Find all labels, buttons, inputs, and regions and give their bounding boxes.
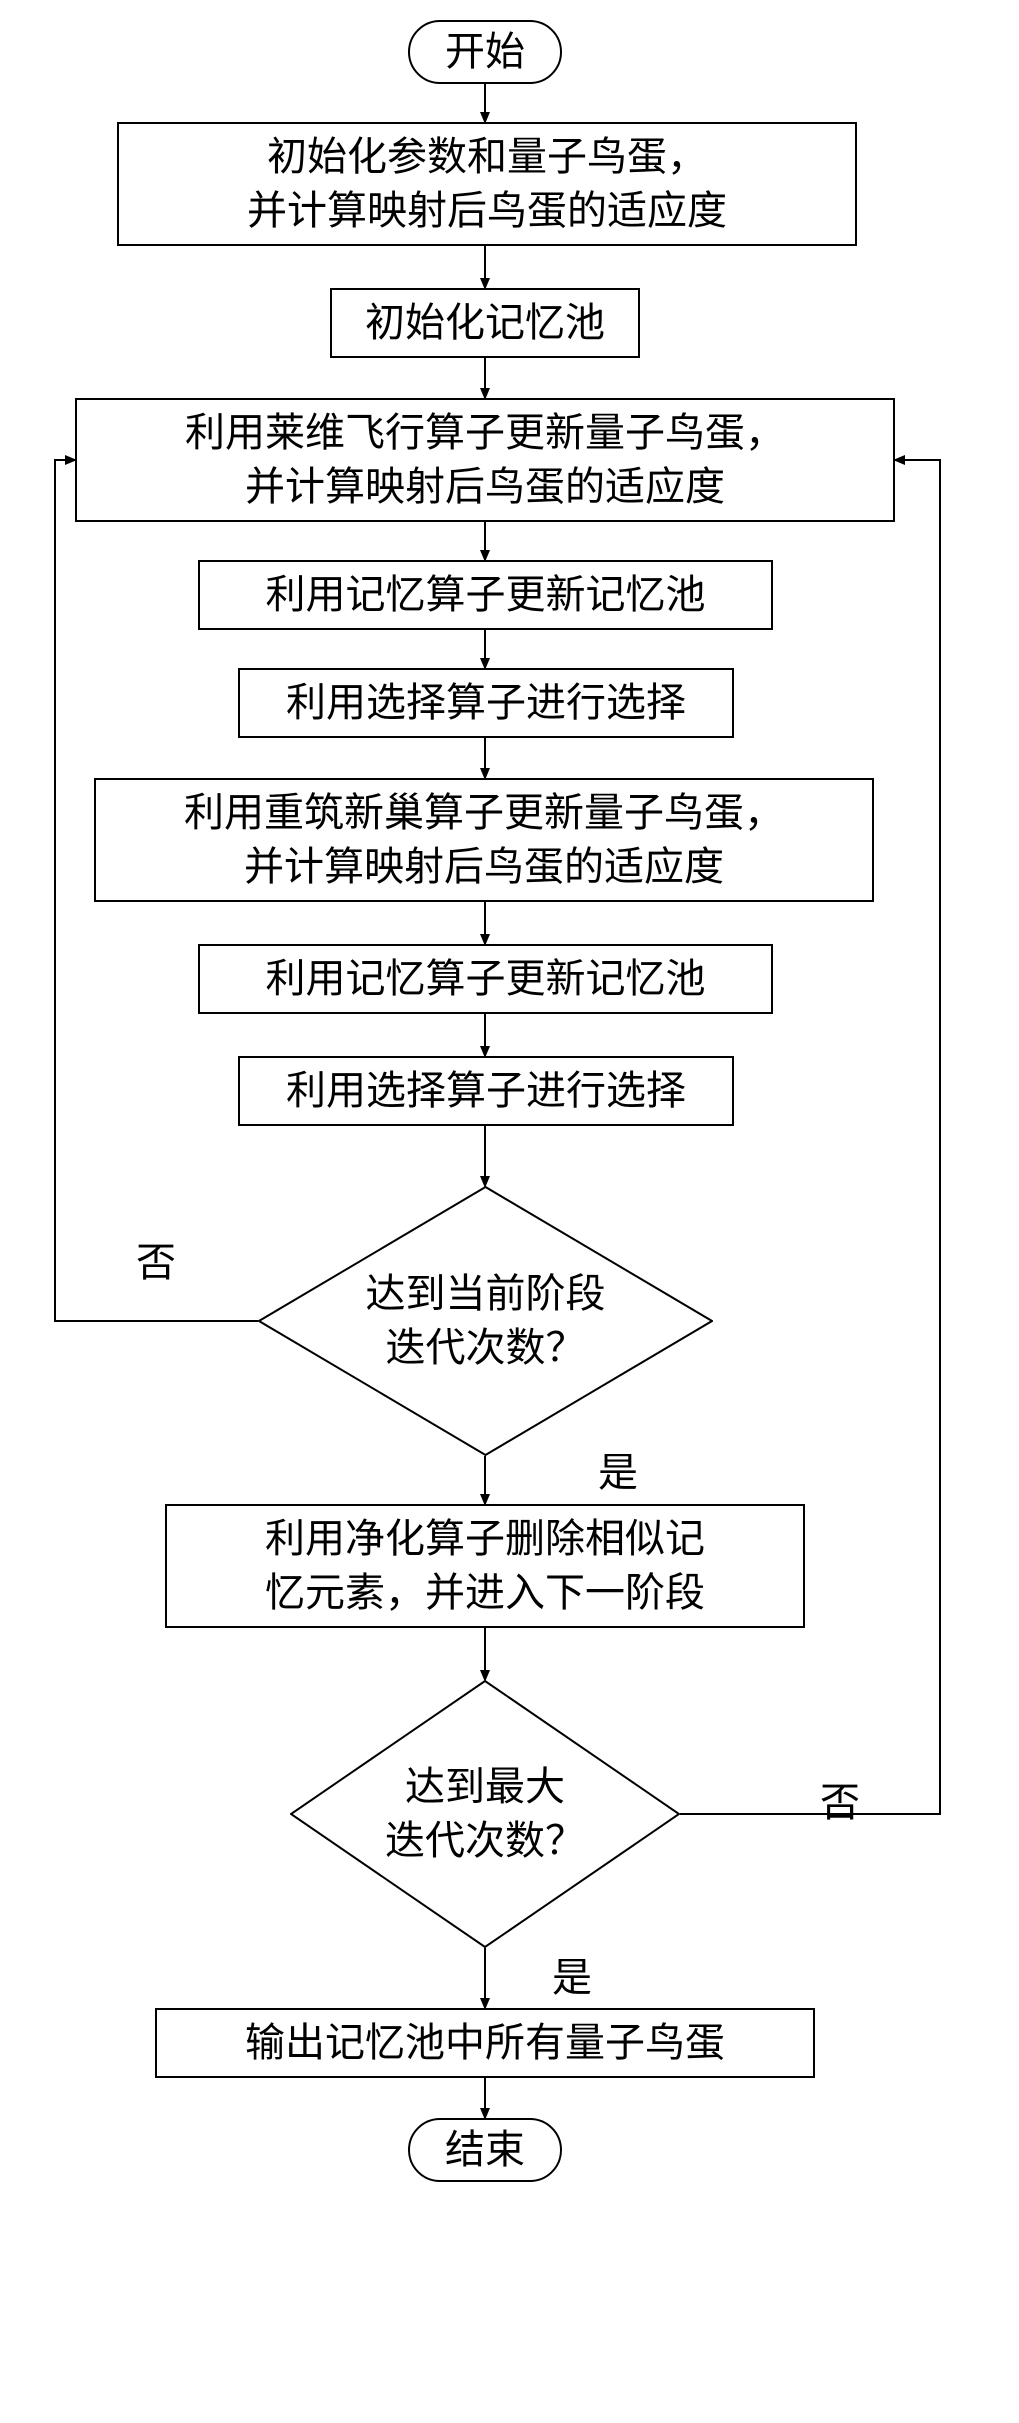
dec1-no-label: 否 <box>136 1230 176 1288</box>
dec2-no-text: 否 <box>820 1780 860 1825</box>
end-terminator: 结束 <box>408 2118 562 2182</box>
levy-process: 利用莱维飞行算子更新量子鸟蛋，并计算映射后鸟蛋的适应度 <box>75 398 895 522</box>
sel1-process: 利用选择算子进行选择 <box>238 668 734 738</box>
start-label: 开始 <box>445 25 525 79</box>
purify-label: 利用净化算子删除相似记忆元素，并进入下一阶段 <box>265 1512 705 1620</box>
init-process: 初始化参数和量子鸟蛋，并计算映射后鸟蛋的适应度 <box>117 122 857 246</box>
dec2-yes-text: 是 <box>552 1955 592 2000</box>
purify-process: 利用净化算子删除相似记忆元素，并进入下一阶段 <box>165 1504 805 1628</box>
dec2-no-label: 否 <box>820 1770 860 1828</box>
dec1-label: 达到当前阶段迭代次数？ <box>366 1267 606 1375</box>
dec2-yes-label: 是 <box>552 1945 592 2003</box>
mem2-process: 利用记忆算子更新记忆池 <box>198 944 773 1014</box>
output-label: 输出记忆池中所有量子鸟蛋 <box>245 2016 725 2070</box>
flowchart-canvas: 开始 初始化参数和量子鸟蛋，并计算映射后鸟蛋的适应度 初始化记忆池 利用莱维飞行… <box>0 0 1019 2423</box>
sel1-label: 利用选择算子进行选择 <box>286 676 686 730</box>
dec1-no-text: 否 <box>136 1240 176 1285</box>
rebuild-label: 利用重筑新巢算子更新量子鸟蛋，并计算映射后鸟蛋的适应度 <box>184 786 784 894</box>
levy-label: 利用莱维飞行算子更新量子鸟蛋，并计算映射后鸟蛋的适应度 <box>185 406 785 514</box>
dec1-yes-text: 是 <box>598 1450 638 1495</box>
sel2-label: 利用选择算子进行选择 <box>286 1064 686 1118</box>
dec2-label: 达到最大迭代次数？ <box>385 1760 585 1868</box>
rebuild-process: 利用重筑新巢算子更新量子鸟蛋，并计算映射后鸟蛋的适应度 <box>94 778 874 902</box>
mem1-label: 利用记忆算子更新记忆池 <box>266 568 706 622</box>
output-process: 输出记忆池中所有量子鸟蛋 <box>155 2008 815 2078</box>
mem2-label: 利用记忆算子更新记忆池 <box>266 952 706 1006</box>
dec2-decision: 达到最大迭代次数？ <box>290 1680 680 1948</box>
start-terminator: 开始 <box>408 20 562 84</box>
init-label: 初始化参数和量子鸟蛋，并计算映射后鸟蛋的适应度 <box>247 130 727 238</box>
dec1-yes-label: 是 <box>598 1440 638 1498</box>
sel2-process: 利用选择算子进行选择 <box>238 1056 734 1126</box>
dec1-decision: 达到当前阶段迭代次数？ <box>258 1186 713 1456</box>
initpool-label: 初始化记忆池 <box>365 296 605 350</box>
end-label: 结束 <box>445 2123 525 2177</box>
initpool-process: 初始化记忆池 <box>330 288 640 358</box>
mem1-process: 利用记忆算子更新记忆池 <box>198 560 773 630</box>
